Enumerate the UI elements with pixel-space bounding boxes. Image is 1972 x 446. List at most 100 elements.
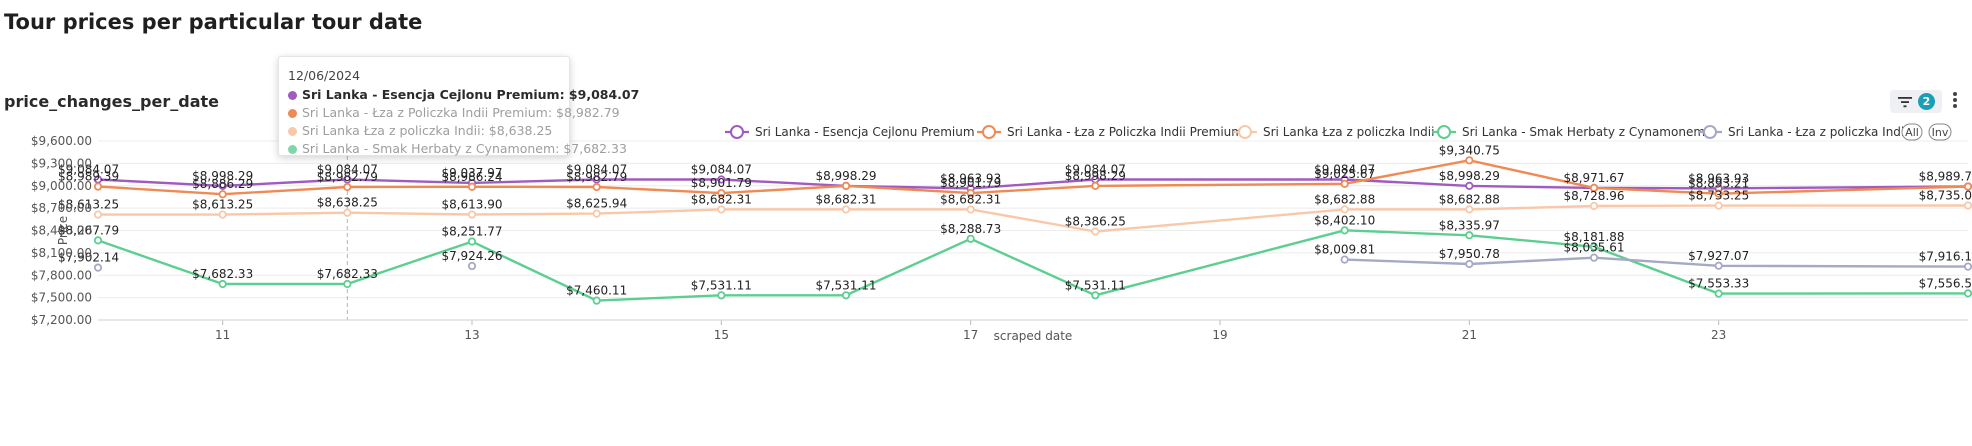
data-point[interactable] <box>966 188 975 198</box>
y-tick-label: $8,400.00 <box>31 224 92 238</box>
data-point[interactable] <box>592 296 601 305</box>
y-tick-label: $8,700.00 <box>31 201 92 215</box>
filter-icon <box>1898 96 1912 107</box>
data-point[interactable] <box>841 205 851 214</box>
data-labels-layer: $9,084.07 $8,998.29 $9,084.07 $9,037.97 $9,0… <box>58 143 1972 297</box>
data-label: $7,556.5 <box>1919 276 1972 290</box>
data-label: $8,035.61 <box>1563 241 1624 255</box>
data-point[interactable] <box>218 279 227 289</box>
data-point[interactable] <box>1091 227 1100 236</box>
legend-all-button[interactable] <box>1901 123 1923 141</box>
data-point[interactable] <box>1091 181 1100 190</box>
legend-all-button-label[interactable]: All <box>1905 126 1919 139</box>
data-point[interactable] <box>1340 205 1349 214</box>
data-point[interactable] <box>467 210 477 219</box>
data-point[interactable] <box>343 279 352 289</box>
data-point[interactable] <box>467 237 477 246</box>
legend-swatch-marker[interactable] <box>1238 125 1252 139</box>
data-point[interactable] <box>1589 201 1599 211</box>
legend: Sri Lanka - Esencja Cejlonu Premium Sri L… <box>725 123 1952 141</box>
data-point[interactable] <box>343 175 352 184</box>
data-point[interactable] <box>592 209 601 218</box>
data-point[interactable] <box>1589 183 1599 192</box>
data-point[interactable] <box>1714 289 1723 298</box>
y-tick-label: $7,800.00 <box>31 268 92 282</box>
data-point[interactable] <box>717 188 726 198</box>
series-line[interactable] <box>97 159 1969 196</box>
data-point[interactable] <box>1714 201 1723 210</box>
legend-item-label[interactable]: Sri Lanka - Smak Herbaty z Cynamonem <box>1462 125 1705 139</box>
chart-panel-title: price_changes_per_date <box>4 92 219 111</box>
legend-swatch-marker[interactable] <box>982 125 996 139</box>
y-tick-label: $7,500.00 <box>31 291 92 305</box>
more-options-icon[interactable] <box>1952 91 1958 113</box>
legend-swatch-marker[interactable] <box>730 125 744 139</box>
data-point[interactable] <box>1340 226 1349 235</box>
data-point[interactable] <box>343 182 352 192</box>
y-tick-label: $9,000.00 <box>31 179 92 193</box>
series-line[interactable] <box>97 229 1969 302</box>
data-label: $7,927.07 <box>1688 249 1749 263</box>
x-tick-label: 13 <box>464 328 479 342</box>
data-label: $8,613.25 <box>58 198 119 212</box>
legend-item-label[interactable]: Sri Lanka - Esencja Cejlonu Premium <box>755 125 975 139</box>
data-point[interactable] <box>218 190 227 199</box>
data-point[interactable] <box>1963 289 1972 298</box>
data-point[interactable] <box>1714 189 1723 198</box>
data-point[interactable] <box>467 182 477 191</box>
data-point[interactable] <box>93 182 103 191</box>
data-point[interactable] <box>1714 261 1723 270</box>
data-point[interactable] <box>1963 182 1972 191</box>
data-label: $8,682.88 <box>1314 192 1375 206</box>
legend-invert-button-label[interactable]: Inv <box>1932 126 1949 139</box>
data-point[interactable] <box>93 236 103 245</box>
data-label: $8,613.90 <box>441 198 502 212</box>
data-point[interactable] <box>717 175 726 184</box>
data-point[interactable] <box>1465 205 1474 214</box>
legend-swatch-marker[interactable] <box>1703 125 1717 139</box>
data-point[interactable] <box>1465 156 1474 165</box>
data-label: $8,682.31 <box>691 192 752 206</box>
data-point[interactable] <box>841 291 851 300</box>
data-label: $8,682.31 <box>815 192 876 206</box>
data-point[interactable] <box>343 208 352 217</box>
filter-count-badge: 2 <box>1918 93 1935 110</box>
data-label: $8,998.29 <box>1065 169 1126 183</box>
data-point[interactable] <box>93 210 103 219</box>
data-point[interactable] <box>218 210 227 219</box>
data-point[interactable] <box>1589 242 1599 251</box>
data-point[interactable] <box>717 291 726 300</box>
data-point[interactable] <box>966 205 975 214</box>
series-line[interactable] <box>98 204 1969 233</box>
data-point[interactable] <box>1465 181 1474 190</box>
data-label: $8,986.24 <box>441 170 502 184</box>
series-line[interactable] <box>97 178 1969 190</box>
data-point[interactable] <box>592 182 601 192</box>
legend-item-label[interactable]: Sri Lanka - Łza z policzka Indii <box>1728 125 1908 139</box>
data-point[interactable] <box>1963 201 1972 210</box>
filter-button[interactable]: 2 <box>1890 90 1942 113</box>
data-point[interactable] <box>841 181 851 190</box>
data-label: $7,460.11 <box>566 284 627 298</box>
data-point[interactable] <box>1963 262 1972 271</box>
legend-invert-button[interactable] <box>1928 123 1952 141</box>
data-point[interactable] <box>1340 255 1349 264</box>
data-point[interactable] <box>717 205 726 214</box>
data-point[interactable] <box>467 261 477 271</box>
data-label: $8,998.29 <box>815 169 876 183</box>
data-point[interactable] <box>966 234 975 243</box>
data-label: $8,682.31 <box>940 192 1001 206</box>
data-point[interactable] <box>1465 259 1474 269</box>
data-point[interactable] <box>1340 179 1349 188</box>
data-label: $9,340.75 <box>1439 143 1500 157</box>
legend-item-label[interactable]: Sri Lanka Łza z policzka Indii <box>1263 125 1434 139</box>
data-point[interactable] <box>1465 231 1474 240</box>
legend-item-label[interactable]: Sri Lanka - Łza z Policzka Indii Premium <box>1007 125 1243 139</box>
data-point[interactable] <box>1091 291 1100 300</box>
data-point[interactable] <box>592 175 601 184</box>
data-point[interactable] <box>93 263 103 272</box>
legend-swatch-marker[interactable] <box>1437 125 1451 139</box>
data-point[interactable] <box>1589 253 1599 262</box>
data-point[interactable] <box>218 181 227 190</box>
